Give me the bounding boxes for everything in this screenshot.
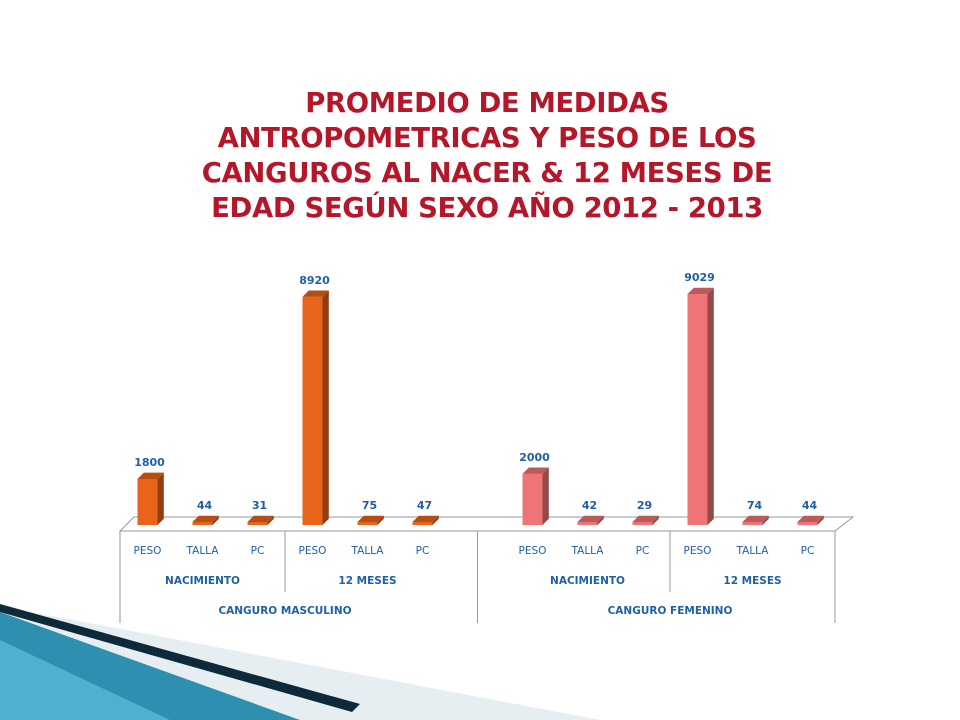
category-label: TALLA (351, 545, 385, 557)
bar-side-1-1-2 (212, 515, 219, 525)
bar-top-1-1-3 (247, 515, 274, 522)
swoosh-dark (0, 604, 360, 712)
bar-1-1-1 (137, 478, 158, 525)
bar-top-2-1-1 (522, 467, 549, 474)
data-label: 31 (252, 499, 267, 512)
category-label: PESO (519, 545, 547, 557)
bar-side-2-2-3 (817, 515, 824, 525)
data-label: 29 (637, 499, 652, 512)
data-label: 75 (362, 499, 377, 512)
title-line-1: PROMEDIO DE MEDIDAS (305, 87, 669, 119)
data-label: 74 (747, 499, 763, 512)
bar-top-1-2-3 (412, 515, 439, 522)
category-label: PESO (134, 545, 162, 557)
bar-side-2-2-1 (707, 287, 714, 525)
category-label: PESO (684, 545, 712, 557)
group-label: CANGURO MASCULINO (218, 605, 351, 617)
bar-2-1-3 (632, 522, 653, 525)
category-label: TALLA (186, 545, 220, 557)
category-label: PC (251, 545, 265, 557)
data-label: 9029 (684, 271, 715, 284)
bar-side-2-1-1 (542, 467, 549, 525)
bar-top-1-1-1 (137, 472, 164, 479)
bar-side-1-2-2 (377, 515, 384, 525)
swoosh-teal-light (0, 640, 170, 720)
subgroup-label: NACIMIENTO (165, 575, 240, 587)
bar-side-1-2-1 (322, 290, 329, 525)
bar-1-1-3 (247, 522, 268, 525)
bar-side-2-1-2 (597, 515, 604, 525)
category-label: TALLA (736, 545, 770, 557)
data-label: 44 (802, 499, 818, 512)
bar-2-2-2 (742, 522, 763, 525)
bar-2-1-1 (522, 473, 543, 525)
bar-top-2-2-2 (742, 515, 769, 522)
subgroup-label: NACIMIENTO (550, 575, 625, 587)
data-label: 2000 (519, 451, 550, 464)
bar-top-2-2-3 (797, 515, 824, 522)
subgroup-label: 12 MESES (723, 575, 781, 587)
bar-side-1-2-3 (432, 515, 439, 525)
category-label: PC (801, 545, 815, 557)
bar-top-1-2-1 (302, 290, 329, 297)
data-label: 44 (197, 499, 213, 512)
bar-2-1-2 (577, 522, 598, 525)
bar-top-2-2-1 (687, 287, 714, 295)
bar-1-2-1 (302, 296, 323, 525)
title-line-2: ANTROPOMETRICAS Y PESO DE LOS (217, 122, 757, 154)
category-label: TALLA (571, 545, 605, 557)
category-label: PC (416, 545, 430, 557)
bar-top-2-1-3 (632, 515, 659, 522)
chart-title: PROMEDIO DE MEDIDAS ANTROPOMETRICAS Y PE… (120, 86, 854, 226)
data-label: 42 (582, 499, 597, 512)
bar-1-2-3 (412, 522, 433, 525)
bar-side-1-1-1 (157, 472, 164, 525)
bar-2-2-1 (687, 294, 708, 525)
data-labels: 1800 44 31 8920 75 47 2000 42 29 9029 74 44 (134, 271, 817, 512)
data-label: 8920 (299, 274, 330, 287)
bar-top-1-1-2 (192, 515, 219, 522)
bar-1-1-2 (192, 522, 213, 525)
category-label: PESO (299, 545, 327, 557)
bars (137, 287, 824, 525)
title-line-4: EDAD SEGÚN SEXO AÑO 2012 - 2013 (211, 192, 763, 224)
title-line-3: CANGUROS AL NACER & 12 MESES DE (201, 157, 773, 189)
bar-side-2-2-2 (762, 515, 769, 525)
data-label: 1800 (134, 456, 165, 469)
subgroup-label: 12 MESES (338, 575, 396, 587)
bar-top-2-1-2 (577, 515, 604, 522)
bar-side-1-1-3 (267, 515, 274, 525)
group-label: CANGURO FEMENINO (608, 605, 733, 617)
bar-top-1-2-2 (357, 515, 384, 522)
category-axis: PESO TALLA PC NACIMIENTO PESO TALLA PC 12 MESES… (119, 531, 836, 623)
bar-2-2-3 (797, 522, 818, 525)
data-label: 47 (417, 499, 432, 512)
bar-1-2-2 (357, 522, 378, 525)
category-label: PC (636, 545, 650, 557)
decorative-swoosh (0, 604, 600, 720)
bar-side-2-1-3 (652, 515, 659, 525)
